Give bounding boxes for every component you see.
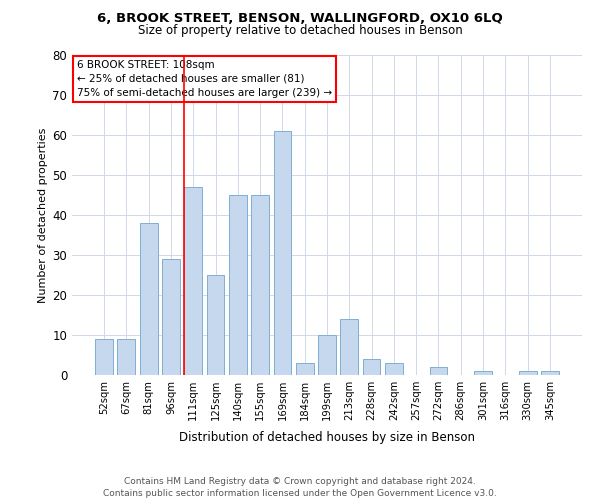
Bar: [518, 371, 536, 375]
Bar: [385, 363, 403, 375]
Bar: [318, 335, 336, 375]
Text: 6 BROOK STREET: 108sqm
← 25% of detached houses are smaller (81)
75% of semi-det: 6 BROOK STREET: 108sqm ← 25% of detached…: [77, 60, 332, 98]
Bar: [229, 195, 247, 375]
Y-axis label: Number of detached properties: Number of detached properties: [38, 128, 48, 302]
Bar: [251, 195, 269, 375]
Text: Contains HM Land Registry data © Crown copyright and database right 2024.
Contai: Contains HM Land Registry data © Crown c…: [103, 476, 497, 498]
X-axis label: Distribution of detached houses by size in Benson: Distribution of detached houses by size …: [179, 432, 475, 444]
Bar: [95, 339, 113, 375]
Bar: [162, 259, 180, 375]
Bar: [541, 371, 559, 375]
Bar: [206, 275, 224, 375]
Bar: [362, 359, 380, 375]
Bar: [340, 319, 358, 375]
Bar: [430, 367, 448, 375]
Text: Size of property relative to detached houses in Benson: Size of property relative to detached ho…: [137, 24, 463, 37]
Bar: [296, 363, 314, 375]
Bar: [184, 187, 202, 375]
Bar: [140, 223, 158, 375]
Text: 6, BROOK STREET, BENSON, WALLINGFORD, OX10 6LQ: 6, BROOK STREET, BENSON, WALLINGFORD, OX…: [97, 12, 503, 26]
Bar: [118, 339, 136, 375]
Bar: [274, 131, 292, 375]
Bar: [474, 371, 492, 375]
